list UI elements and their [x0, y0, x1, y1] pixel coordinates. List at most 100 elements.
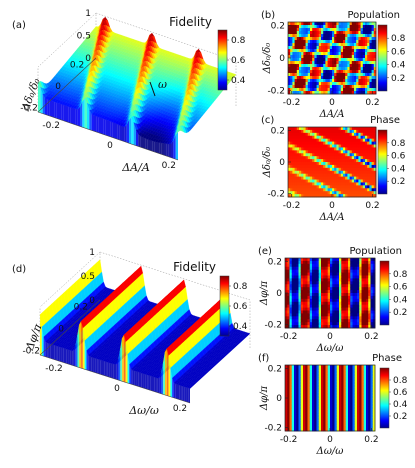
y-tick-label: 0	[55, 82, 61, 92]
surface-skirt	[77, 106, 80, 127]
surface-skirt	[129, 117, 132, 144]
y-tick-label: 0.2	[70, 60, 84, 70]
colorbar: 0.4 0.6 0.8	[217, 29, 246, 91]
surface-skirt	[56, 102, 59, 120]
surface-skirt	[94, 115, 97, 132]
surface-skirt	[161, 143, 164, 156]
colorbar-gradient	[377, 24, 388, 92]
surface-skirt	[45, 98, 48, 116]
surface-skirt	[70, 107, 73, 124]
z-tick-label: 0.5	[77, 32, 91, 42]
x-tick-label: 0	[329, 201, 335, 211]
colorbar-tick-label: 0.4	[391, 164, 406, 174]
surface-skirt	[175, 131, 178, 160]
colorbar: 0.2 0.4 0.6 0.8	[377, 129, 406, 195]
y-tick-label: 0	[279, 54, 285, 64]
surface-skirt	[115, 123, 118, 140]
z-tick-label: 0	[85, 54, 91, 64]
panel-title: Population	[347, 10, 400, 21]
x-axis-label: ΔA/A	[318, 212, 344, 223]
panel-label: (a)	[12, 20, 26, 31]
x-tick-label: -0.2	[42, 121, 60, 131]
panel-label: (b)	[261, 10, 275, 21]
surface-skirt	[166, 143, 169, 157]
surface-skirt	[143, 137, 146, 149]
y-tick-label: 0	[279, 158, 285, 168]
surface-skirt	[68, 106, 71, 124]
x-tick-label: 0	[329, 98, 335, 108]
box-edge	[95, 12, 237, 62]
surface-skirt	[157, 142, 160, 154]
colorbar-tick-label: 0.2	[391, 74, 405, 84]
colorbar-tick-label: 0.4	[231, 76, 246, 86]
y-tick-label: -0.2	[267, 86, 285, 96]
surface-skirt	[159, 142, 162, 155]
z-tick-label: 1	[85, 9, 91, 19]
surface-skirt	[138, 134, 141, 148]
surface-skirt	[75, 109, 78, 126]
surface-skirt	[52, 101, 55, 118]
surface-skirt	[150, 140, 153, 152]
surface-skirt	[154, 141, 157, 153]
y-axis-label: Δδ₀/δ₀	[262, 43, 273, 75]
y-axis-label: Δδ₀/δ₀	[262, 147, 273, 179]
surface-skirt	[110, 121, 113, 138]
surface-skirt	[119, 125, 122, 141]
surface-skirt	[96, 116, 99, 133]
surface-skirt	[105, 119, 108, 136]
colorbar-tick-label: 0.8	[231, 36, 246, 46]
surface-skirt	[103, 118, 106, 136]
surface-skirt	[66, 105, 69, 123]
x-axis-label: ΔA/A	[121, 161, 150, 174]
surface-skirt	[152, 141, 155, 152]
surface-skirt	[98, 117, 101, 134]
colorbar-tick-label: 0.2	[391, 177, 405, 187]
y-tick-label: 0.2	[271, 127, 285, 137]
colorbar-tick-label: 0.4	[391, 61, 406, 71]
surface-skirt	[117, 124, 120, 140]
colorbar-tick-label: 0.8	[391, 34, 406, 44]
x-tick-label: 0	[107, 141, 113, 151]
colorbar-tick-label: 0.6	[391, 152, 406, 162]
colorbar-tick-label: 0.8	[391, 139, 406, 149]
surface-skirt	[82, 98, 85, 128]
surface-skirt	[171, 140, 174, 159]
x-axis-label: ΔA/A	[318, 109, 344, 120]
y-tick-label: 0.2	[271, 22, 285, 32]
surface-skirt	[91, 114, 94, 132]
surface-skirt	[112, 122, 115, 139]
panel-title: Phase	[370, 115, 400, 126]
surface-skirt	[124, 124, 127, 143]
panel-title: Fidelity	[169, 15, 212, 29]
x-tick-label: 0.2	[162, 161, 176, 171]
surface-skirt	[49, 100, 52, 117]
surface-skirt	[84, 98, 87, 129]
surface-skirt	[147, 139, 150, 151]
annotation-omega: ω	[158, 78, 167, 91]
surface-skirt	[168, 143, 171, 158]
surface-skirt	[122, 126, 125, 142]
colorbar-tick-label: 0.6	[391, 47, 406, 57]
surface-skirt	[59, 103, 62, 120]
surface-skirt	[54, 101, 57, 119]
panel-label: (c)	[261, 115, 274, 126]
surface-skirt	[101, 117, 104, 135]
surface-skirt	[140, 136, 143, 148]
colorbar-tick-label: 0.6	[231, 56, 246, 66]
box-edge	[37, 12, 97, 68]
x-tick-label: 0.2	[365, 201, 379, 211]
surface-skirt	[164, 143, 167, 156]
colorbar: 0.2 0.4 0.6 0.8	[377, 24, 406, 92]
surface-skirt	[61, 104, 64, 121]
surface-skirt	[145, 138, 148, 150]
x-tick-label: -0.2	[283, 201, 301, 211]
x-tick-label: 0.2	[365, 98, 379, 108]
colorbar-gradient	[377, 129, 388, 195]
surface-skirt	[73, 108, 76, 125]
surface-skirt	[108, 120, 111, 137]
y-tick-label: -0.2	[267, 190, 285, 200]
surface-skirt	[63, 105, 66, 122]
colorbar-gradient	[217, 29, 228, 91]
